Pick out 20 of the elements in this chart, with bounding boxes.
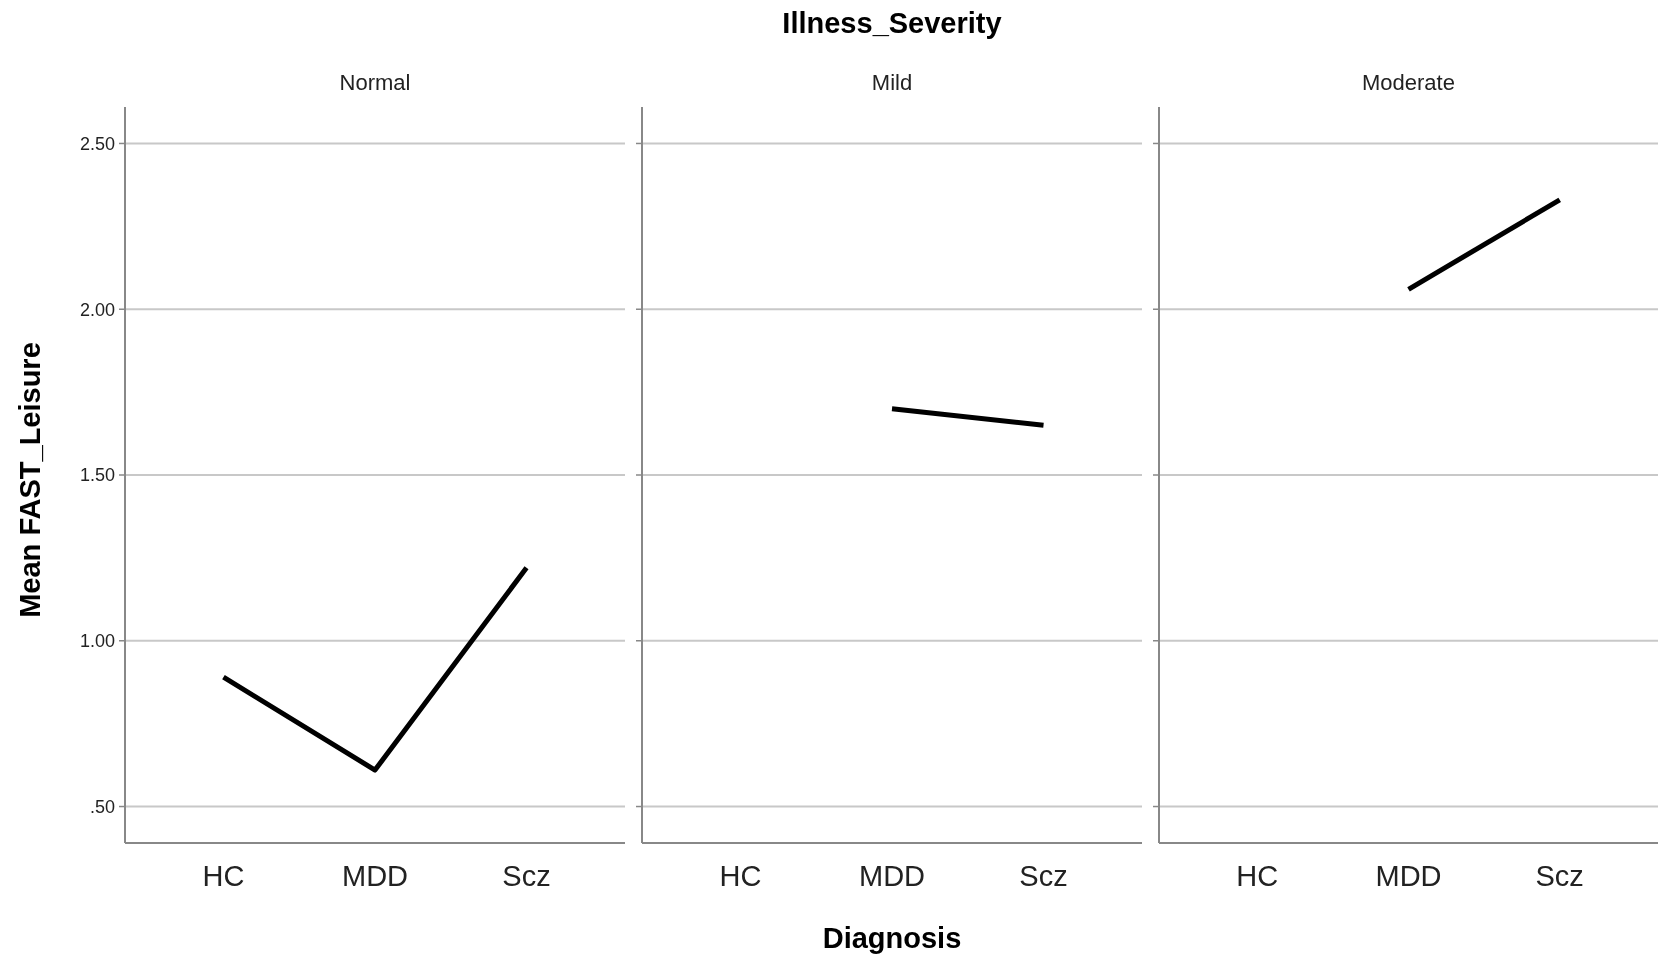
x-tick-label: HC [1236, 860, 1279, 892]
x-tick-label: HC [719, 860, 762, 892]
x-tick-label: MDD [1375, 860, 1442, 892]
x-tick-label: Scz [502, 860, 551, 892]
chart-subtitle: Moderate [1362, 70, 1455, 95]
x-tick-label: MDD [858, 860, 926, 892]
y-tick-label: 1.00 [79, 631, 115, 652]
chart-subtitle: Mild [871, 70, 913, 95]
y-tick-label: 2.00 [79, 299, 115, 320]
x-axis-title: Diagnosis [822, 922, 962, 954]
x-tick-label: HC [202, 860, 245, 892]
y-tick-label: 2.50 [79, 133, 115, 154]
x-tick-label: MDD [341, 860, 409, 892]
chart-title: Illness_Severity [782, 7, 1002, 39]
y-tick-label: .50 [89, 796, 115, 817]
y-tick-label: 1.50 [79, 465, 115, 486]
x-tick-label: Scz [1019, 860, 1068, 892]
chart-subtitle: Normal [339, 70, 411, 95]
x-tick-label: Scz [1535, 860, 1584, 892]
y-axis-title: Mean FAST_Leisure [14, 342, 46, 618]
